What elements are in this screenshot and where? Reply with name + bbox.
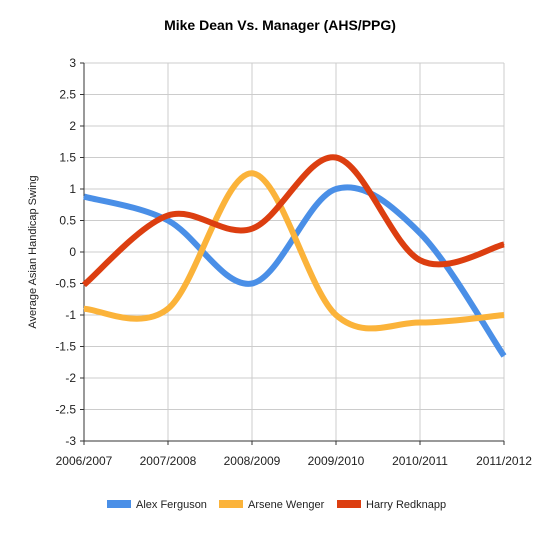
data-point-harry-redknapp [503, 243, 505, 245]
data-point-alex-ferguson [503, 355, 505, 357]
x-tick-label: 2009/2010 [308, 454, 365, 468]
legend-swatch [107, 500, 131, 508]
y-tick-label: 2.5 [59, 88, 76, 102]
y-tick-label: 1 [69, 182, 76, 196]
x-tick-label: 2006/2007 [56, 454, 113, 468]
y-tick-label: -1.5 [55, 340, 76, 354]
data-point-harry-redknapp [251, 228, 253, 230]
x-tick-label: 2007/2008 [140, 454, 197, 468]
chart-title: Mike Dean Vs. Manager (AHS/PPG) [164, 17, 396, 33]
legend-label: Harry Redknapp [366, 499, 446, 511]
x-tick-label: 2010/2011 [392, 454, 448, 468]
data-point-harry-redknapp [335, 157, 337, 158]
y-tick-label: 0 [69, 245, 76, 259]
y-tick-label: 0.5 [59, 214, 76, 228]
data-point-harry-redknapp [419, 259, 421, 261]
legend-label: Arsene Wenger [248, 499, 325, 511]
data-point-harry-redknapp [83, 284, 85, 286]
data-point-alex-ferguson [419, 232, 421, 234]
data-point-arsene-wenger [251, 172, 253, 174]
data-point-arsene-wenger [419, 322, 421, 324]
x-tick-label: 2011/2012 [476, 454, 532, 468]
data-point-alex-ferguson [335, 188, 337, 190]
y-tick-label: -2.5 [55, 403, 76, 417]
series-line-arsene-wenger [83, 170, 505, 332]
data-point-arsene-wenger [167, 308, 169, 310]
data-point-arsene-wenger [83, 308, 85, 310]
data-point-harry-redknapp [167, 214, 169, 216]
legend-swatch [337, 500, 361, 508]
data-point-arsene-wenger [335, 314, 337, 316]
data-point-alex-ferguson [83, 196, 85, 198]
y-tick-label: -2 [65, 371, 76, 385]
data-point-alex-ferguson [167, 220, 169, 221]
y-tick-label: 1.5 [59, 151, 76, 165]
y-tick-label: -0.5 [55, 277, 76, 291]
y-tick-label: -3 [65, 434, 76, 448]
legend-swatch [219, 500, 243, 508]
data-point-arsene-wenger [503, 314, 505, 316]
legend-item-arsene-wenger[interactable]: Arsene Wenger [219, 499, 325, 511]
series-lines [82, 154, 507, 358]
grid [84, 62, 505, 441]
y-tick-label: 2 [69, 119, 76, 133]
y-axis-label: Average Asian Handicap Swing [27, 175, 39, 328]
axes: 3 2.5 2 1.5 1 0.5 0 -0.5 -1 -1.5 -2 -2.5 -3 2006/2007… [55, 56, 532, 468]
series-line-alex-ferguson [83, 184, 507, 358]
data-point-alex-ferguson [251, 283, 253, 284]
y-tick-label: -1 [65, 308, 76, 322]
y-tick-label: 3 [69, 56, 76, 70]
legend-item-harry-redknapp[interactable]: Harry Redknapp [337, 499, 446, 511]
legend: Alex Ferguson Arsene Wenger Harry Redknapp [107, 499, 446, 511]
x-tick-label: 2008/2009 [224, 454, 281, 468]
legend-label: Alex Ferguson [136, 499, 207, 511]
legend-item-alex-ferguson[interactable]: Alex Ferguson [107, 499, 207, 511]
